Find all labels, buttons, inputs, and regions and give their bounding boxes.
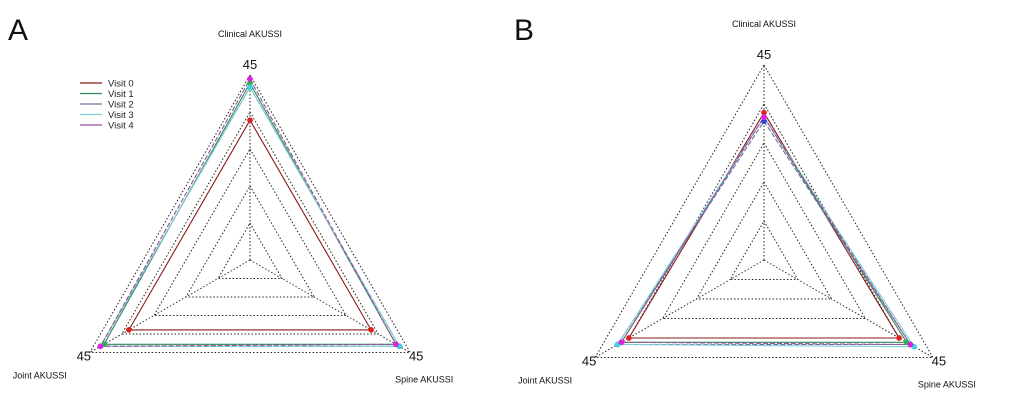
axis-max-label: 45 <box>757 47 771 62</box>
series-line <box>127 119 373 331</box>
panel-label: A <box>8 14 28 47</box>
axis-spoke <box>594 259 765 358</box>
grid-ring <box>217 221 283 279</box>
axis-spoke <box>89 259 251 353</box>
legend-entry: Visit 1 <box>108 89 134 100</box>
radar-chart-a: A 45 Clinical AKUSSI 45 Spine AKUSSI 45 Joint … <box>8 14 453 385</box>
data-point <box>247 117 253 124</box>
axis-max-label: 45 <box>243 57 257 72</box>
data-point <box>247 84 253 91</box>
axis-spoke <box>763 259 934 358</box>
data-point <box>761 114 767 120</box>
axis-max-label: 45 <box>77 349 91 364</box>
legend-entry: Visit 2 <box>108 99 134 110</box>
data-point <box>126 327 132 333</box>
axis-label: Spine AKUSSI <box>395 375 453 385</box>
axis-label: Joint AKUSSI <box>518 376 572 386</box>
axis-label: Clinical AKUSSI <box>218 29 282 39</box>
axis-label: Clinical AKUSSI <box>732 19 796 29</box>
axis-max-label: 45 <box>932 354 946 369</box>
axis-spoke <box>249 259 411 353</box>
grid-ring <box>88 73 412 353</box>
series-line <box>99 86 401 347</box>
axis-label: Spine AKUSSI <box>918 380 976 390</box>
data-point <box>896 335 902 341</box>
grid-ring <box>729 220 799 280</box>
panel-label: B <box>514 14 534 47</box>
axis-max-label: 45 <box>409 349 423 364</box>
grid-ring <box>153 147 347 316</box>
grid-ring <box>695 180 833 300</box>
grid-ring <box>594 64 934 358</box>
legend-entry: Visit 0 <box>108 78 134 89</box>
series-line <box>99 77 397 347</box>
grid-ring <box>185 185 315 298</box>
radar-chart-b: B 45 Clinical AKUSSI 45 Spine AKUSSI 45 Joint … <box>514 14 976 390</box>
data-point <box>618 339 625 346</box>
series-line <box>620 115 912 346</box>
data-point <box>907 341 914 348</box>
axis-max-label: 45 <box>582 354 596 369</box>
data-point <box>97 343 104 350</box>
data-point <box>393 341 399 348</box>
series-line <box>616 115 916 348</box>
series-line <box>627 111 901 339</box>
legend-entry: Visit 4 <box>108 120 134 131</box>
axis-label: Joint AKUSSI <box>13 371 67 381</box>
grid-ring <box>120 111 380 335</box>
data-point <box>247 76 253 82</box>
data-point <box>626 335 632 341</box>
legend-entry: Visit 3 <box>108 110 134 121</box>
data-point <box>368 327 374 333</box>
